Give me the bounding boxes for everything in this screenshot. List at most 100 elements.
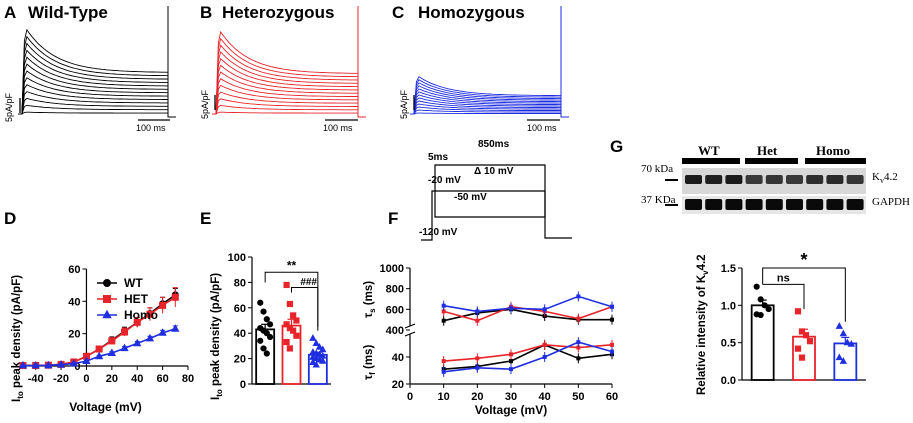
g-point-homo bbox=[835, 322, 844, 329]
wt-trace-9 bbox=[18, 56, 176, 118]
f-tau-s-point-het bbox=[441, 309, 446, 314]
g-y-tick-label: 1.5 bbox=[721, 263, 736, 275]
f-y-tick-label-top: 400 bbox=[386, 325, 404, 337]
d-y-tick-label: 60 bbox=[68, 264, 80, 276]
d-point-homo bbox=[158, 328, 167, 336]
e-point-homo bbox=[319, 356, 327, 364]
d-point-homo bbox=[171, 324, 180, 332]
panel-letter-d: D bbox=[4, 209, 16, 228]
protocol-step-label: Δ 10 mV bbox=[474, 166, 514, 177]
d-point-homo bbox=[31, 360, 40, 369]
d-legend-marker-homo bbox=[102, 309, 112, 319]
f-tau-s-line-wt bbox=[443, 308, 612, 322]
f-y-tick-label-top: 600 bbox=[386, 304, 404, 316]
wt-trace-10 bbox=[18, 49, 176, 118]
e-point-homo bbox=[309, 358, 317, 365]
panel-letter-c: C bbox=[392, 3, 404, 22]
e-y-tick-label: 20 bbox=[234, 354, 246, 366]
e-y-tick-label: 100 bbox=[228, 252, 246, 264]
panel-letter-a: A bbox=[4, 3, 16, 22]
het-trace-5 bbox=[212, 84, 366, 118]
e-point-wt bbox=[260, 345, 267, 352]
f-y-axis-label-top-rest: (ms) bbox=[363, 281, 375, 309]
f-y-axis-label-bottom-main: τ bbox=[363, 375, 375, 380]
e-point-het bbox=[290, 312, 297, 319]
d-y-axis-label: Ito peak density (pA/pF) bbox=[11, 275, 25, 402]
g-sig-bracket-wt-homo bbox=[762, 267, 846, 322]
protocol-vhold-label: -120 mV bbox=[419, 227, 458, 238]
homo-trace-9 bbox=[410, 88, 569, 118]
f-tau-f-point-homo bbox=[610, 349, 614, 354]
g-point-homo bbox=[835, 353, 844, 361]
blot-group-bar-1 bbox=[682, 158, 740, 164]
f-tau-f-point-het bbox=[610, 342, 614, 347]
protocol-pre-label: 5ms bbox=[428, 152, 448, 163]
f-y-axis-label-top-sub: s bbox=[368, 308, 377, 313]
f-y-axis-label-top: τs (ms) bbox=[363, 281, 377, 318]
f-y-axis-label-top-main: τ bbox=[363, 313, 375, 318]
blot-group-label-homo: Homo bbox=[816, 143, 850, 158]
g-point-het bbox=[806, 338, 814, 345]
scale-label-y-c: 5pA/pF bbox=[399, 89, 409, 119]
blot-band-kv42-label: Kv4.2 bbox=[872, 171, 898, 185]
f-x-tick-label: 0 bbox=[407, 391, 413, 403]
f-tau-f-point-homo bbox=[509, 367, 513, 372]
blot-kv42-band-2 bbox=[705, 175, 723, 184]
f-y-tick-label-top: 1000 bbox=[380, 263, 404, 275]
blot-kv42-band-7 bbox=[806, 175, 824, 184]
current-traces-homo bbox=[410, 6, 569, 118]
f-tau-f-point-het bbox=[542, 342, 547, 347]
chart-e-peak-density: 0 20 40 60 80 100 **### Ito peak density (pA/pF… bbox=[210, 252, 331, 400]
g-point-het bbox=[794, 345, 802, 352]
e-y-tick-label: 0 bbox=[240, 379, 246, 391]
blot-gapdh-band-8 bbox=[826, 199, 844, 210]
f-axis-break-1 bbox=[404, 323, 416, 329]
d-point-homo bbox=[56, 360, 66, 368]
f-y-tick-label-bottom: 40 bbox=[392, 352, 404, 364]
chart-g-relative-intensity: 0.0 0.5 1.0 1.5 * ns Relative intensity of Kv4… bbox=[696, 250, 866, 395]
blot-gapdh-band-1 bbox=[685, 199, 702, 210]
e-y-tick-label: 60 bbox=[234, 303, 246, 315]
protocol-duration-label: 850ms bbox=[478, 139, 510, 150]
f-tau-s-point-wt bbox=[610, 317, 614, 322]
g-sig-label-wt-het: ns bbox=[777, 272, 790, 284]
homo-trace-1 bbox=[410, 112, 569, 118]
f-tau-f-line-het bbox=[443, 344, 613, 362]
g-point-wt bbox=[761, 302, 768, 309]
het-trace-9 bbox=[212, 57, 366, 118]
chart-d-iv-curve: 0 20 40 60 -40 -20 0 20 40 60 80 Voltage (mV) Ito pe… bbox=[11, 264, 194, 414]
e-y-tick-label: 80 bbox=[234, 277, 246, 289]
f-tau-f-point-het bbox=[576, 345, 581, 350]
f-y-tick-label-top: 800 bbox=[386, 284, 404, 296]
d-point-het bbox=[171, 293, 179, 301]
blot-gapdh-band-3 bbox=[725, 199, 743, 210]
d-x-tick-label: -20 bbox=[53, 373, 69, 385]
d-x-tick-label: 0 bbox=[83, 373, 89, 385]
homo-trace-12 bbox=[410, 79, 569, 118]
d-point-het bbox=[121, 328, 129, 336]
d-point-homo bbox=[145, 333, 155, 342]
g-point-homo bbox=[839, 357, 848, 364]
g-point-wt bbox=[757, 296, 764, 303]
homo-trace-3 bbox=[410, 106, 569, 118]
homo-trace-10 bbox=[410, 85, 569, 118]
g-point-het bbox=[798, 328, 806, 335]
f-tau-f-point-het bbox=[509, 352, 513, 357]
e-point-het bbox=[293, 332, 300, 339]
f-axis-break-2 bbox=[404, 331, 416, 337]
e-point-wt bbox=[260, 308, 267, 315]
e-point-wt bbox=[257, 337, 264, 344]
e-y-axis-label: Ito peak density (pA/pF) bbox=[210, 273, 224, 400]
blot-group-bar-2 bbox=[745, 158, 798, 164]
panel-letter-b: B bbox=[200, 3, 212, 22]
g-point-het bbox=[802, 332, 810, 339]
f-tau-s-point-het bbox=[475, 318, 480, 323]
f-x-tick-label: 40 bbox=[539, 391, 551, 403]
het-trace-3 bbox=[212, 98, 366, 118]
wt-trace-13 bbox=[18, 28, 176, 118]
scale-bar-c bbox=[413, 95, 560, 121]
homo-trace-4 bbox=[410, 103, 569, 118]
e-point-het bbox=[283, 338, 290, 346]
